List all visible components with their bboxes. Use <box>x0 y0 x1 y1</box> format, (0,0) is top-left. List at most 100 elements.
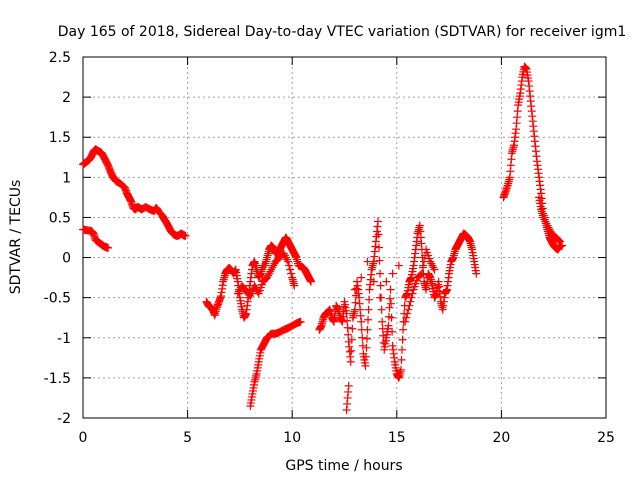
data-point <box>541 217 550 226</box>
x-tick-label: 0 <box>79 430 88 446</box>
data-point <box>387 299 396 308</box>
data-point <box>398 335 407 344</box>
y-tick-label: 0.5 <box>49 210 71 226</box>
data-point <box>427 259 436 268</box>
data-point <box>542 219 551 228</box>
data-point <box>378 317 387 326</box>
data-point <box>539 213 548 222</box>
data-point <box>375 256 384 265</box>
data-point <box>386 285 395 294</box>
data-point <box>358 333 367 342</box>
data-point <box>269 261 278 270</box>
data-point <box>384 321 393 330</box>
data-point <box>347 346 356 355</box>
data-point <box>348 324 357 333</box>
data-point <box>344 330 353 339</box>
data-point <box>287 269 296 278</box>
data-point <box>417 269 426 278</box>
data-point <box>555 237 564 246</box>
data-point <box>263 273 272 282</box>
data-point <box>388 327 397 336</box>
data-point <box>377 305 386 314</box>
data-point <box>265 269 274 278</box>
data-point <box>426 257 435 266</box>
data-point <box>554 236 563 245</box>
data-point <box>408 289 417 298</box>
data-point <box>407 293 416 302</box>
data-point <box>545 225 554 234</box>
y-tick-label: 1.5 <box>49 130 71 146</box>
data-point <box>364 305 373 314</box>
data-point <box>369 277 378 286</box>
data-point <box>364 315 373 324</box>
data-point <box>416 270 425 279</box>
data-point <box>233 289 242 298</box>
data-point <box>373 217 382 226</box>
data-point <box>401 317 410 326</box>
y-tick-label: -1 <box>57 331 71 347</box>
y-tick-label: 2 <box>62 90 71 106</box>
data-point <box>376 281 385 290</box>
data-point <box>264 271 273 280</box>
y-tick-label: -2 <box>57 411 71 427</box>
data-point <box>346 357 355 366</box>
data-point <box>361 352 370 361</box>
data-point <box>268 263 277 272</box>
data-point <box>285 261 294 270</box>
data-point <box>181 231 190 240</box>
axis-ticks: 0 5 10 15 20 25 -2 -1.5 -1 -0.5 0 0.5 1 1.5 2 2.5 <box>44 50 615 446</box>
data-point <box>385 303 394 312</box>
grid <box>83 57 606 418</box>
data-point <box>382 277 391 286</box>
x-axis-label: GPS time / hours <box>285 458 402 474</box>
data-point <box>543 221 552 230</box>
data-point <box>344 381 353 390</box>
plot-frame <box>82 56 607 419</box>
data-point <box>558 241 567 250</box>
x-tick-label: 15 <box>388 430 406 446</box>
data-point <box>343 323 352 332</box>
data-point <box>250 281 259 290</box>
data-point <box>351 298 360 307</box>
data-point <box>361 361 370 370</box>
data-point <box>266 267 275 276</box>
data-point <box>347 335 356 344</box>
x-tick-label: 5 <box>183 430 192 446</box>
data-point <box>429 263 438 272</box>
data-point <box>358 341 367 350</box>
y-axis-label: SDTVAR / TECUs <box>8 180 24 295</box>
data-point <box>376 293 385 302</box>
data-point <box>234 287 243 296</box>
data-point <box>386 294 395 303</box>
data-point <box>365 295 374 304</box>
data-point <box>296 317 305 326</box>
data-point <box>375 243 384 252</box>
data-point <box>362 334 371 343</box>
data-point <box>282 255 291 264</box>
data-point <box>394 261 403 270</box>
data-point <box>280 251 289 260</box>
y-tick-label: 0 <box>62 251 71 267</box>
y-tick-label: -1.5 <box>44 371 71 387</box>
data-point <box>402 313 411 322</box>
data-point <box>307 277 316 286</box>
data-point <box>396 365 405 374</box>
y-tick-label: -0.5 <box>44 291 71 307</box>
chart-title: Day 165 of 2018, Sidereal Day-to-day VTE… <box>58 24 627 40</box>
data-point <box>281 253 290 262</box>
data-point <box>284 257 293 266</box>
x-tick-label: 10 <box>283 430 301 446</box>
y-tick-label: 1 <box>62 170 71 186</box>
data-point <box>357 317 366 326</box>
data-point <box>387 313 396 322</box>
data-point <box>397 355 406 364</box>
data-marks <box>79 62 567 414</box>
y-tick-label: 2.5 <box>49 50 71 66</box>
x-tick-label: 25 <box>597 430 615 446</box>
data-point <box>404 305 413 314</box>
data-point <box>540 215 549 224</box>
data-point <box>104 243 113 252</box>
data-point <box>376 269 385 278</box>
data-point <box>363 257 372 266</box>
